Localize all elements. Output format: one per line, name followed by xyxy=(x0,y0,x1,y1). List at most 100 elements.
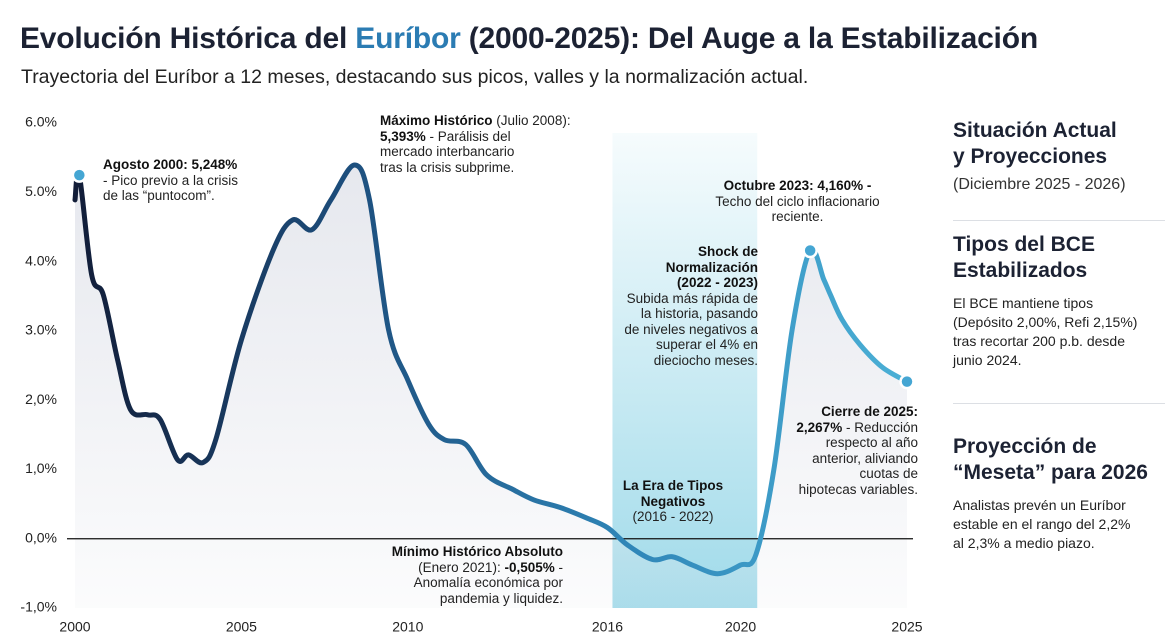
annotation-line: de las “puntocom”. xyxy=(103,188,238,204)
annotation-text: de niveles negativos a xyxy=(624,321,758,337)
annotation-text: Shock de xyxy=(697,244,758,259)
annotation-text: Máximo Histórico xyxy=(380,113,493,128)
panel-section-text-line: (Depósito 2,00%, Refi 2,15%) xyxy=(953,314,1138,330)
annotation: Shock de Normalización (2022 - 2023) Subida… xyxy=(624,244,758,368)
annotation-line: 5,393% - Parálisis del xyxy=(380,129,571,145)
annotation-text: La Era de Tipos xyxy=(622,478,724,493)
y-tick-label: 5.0% xyxy=(25,183,57,199)
annotation-line: Cierre de 2025: xyxy=(796,404,918,420)
shaded-span xyxy=(612,133,758,608)
annotation-line: Normalización xyxy=(624,260,758,276)
annotation-line: (Enero 2021): -0,505% - xyxy=(392,560,563,576)
title-part: Euríbor xyxy=(355,22,461,55)
annotation-line: Subida más rápida de xyxy=(624,291,758,307)
title-part: Evolución Histórica del xyxy=(20,22,356,55)
panel-heading: Situación Actual y Proyecciones xyxy=(953,118,1163,170)
y-tick-label: 2,0% xyxy=(25,391,57,407)
annotation-text: anterior, aliviando xyxy=(812,450,918,466)
chart: 6.0% 5.0% 4.0% 3.0% 2,0% 1,0% 0,0% -1,0%2000 200… xyxy=(20,114,922,635)
annotation-text: 5,393% xyxy=(380,128,426,144)
annotation-line: tras la crisis subprime. xyxy=(380,160,571,176)
chart-subtitle: Trayectoria del Euríbor a 12 meses, dest… xyxy=(21,66,809,88)
annotation-text: -0,505% xyxy=(504,559,555,575)
x-tick-label: 2005 xyxy=(226,619,257,635)
annotation-line: - Pico previo a la crisis xyxy=(103,173,238,189)
annotation-text: Cierre de 2025: xyxy=(821,404,918,419)
annotation-text: pandemia y liquidez. xyxy=(439,590,563,606)
panel-section-title: Tipos del BCE Estabilizados xyxy=(953,232,1165,284)
annotation-text: hipotecas variables. xyxy=(798,481,918,497)
panel-section: Tipos del BCE Estabilizados El BCE mantien… xyxy=(953,232,1165,370)
point-marker xyxy=(802,242,818,259)
side-panel: Situación Actual y Proyecciones (Diciembre… xyxy=(953,118,1163,551)
annotation-line: Shock de xyxy=(624,244,758,260)
annotation-text: (Enero 2021): xyxy=(418,559,505,575)
panel-section: Proyección de “Meseta” para 2026 Analistas… xyxy=(953,434,1165,553)
annotation: Octubre 2023: 4,160% - Techo del ciclo in… xyxy=(690,178,905,225)
annotation-text: Agosto 2000: 5,248% xyxy=(103,157,238,172)
panel-section-text-line: Analistas prevén un Euríbor xyxy=(953,497,1126,513)
annotation-text: - Pico previo a la crisis xyxy=(103,172,239,188)
annotation-text: Mínimo Histórico Absoluto xyxy=(391,544,563,559)
annotation-text: 2,267% xyxy=(796,419,843,435)
annotation-line: Octubre 2023: 4,160% - xyxy=(690,178,905,194)
panel-section-title-line: Proyección de xyxy=(953,435,1097,458)
annotation-line: Máximo Histórico (Julio 2008): xyxy=(380,113,571,129)
panel-heading-line: y Proyecciones xyxy=(953,145,1108,168)
panel-section-title-line: “Meseta” para 2026 xyxy=(953,461,1148,484)
annotation-line: La Era de Tipos xyxy=(598,478,748,494)
annotation-line: Anomalía económica por xyxy=(392,575,563,591)
x-tick-label: 2010 xyxy=(392,619,423,635)
annotation-line: mercado interbancario xyxy=(380,144,571,160)
annotation-text: cuotas de xyxy=(859,466,918,481)
annotation-line: de niveles negativos a xyxy=(624,322,758,338)
y-tick-label: 6.0% xyxy=(25,114,57,130)
annotation-line: 2,267% - Reducción xyxy=(796,420,918,436)
y-tick-label: 3.0% xyxy=(25,322,57,338)
panel-separator xyxy=(953,403,1165,404)
point-marker xyxy=(71,167,88,183)
x-tick-label: 2025 xyxy=(891,619,922,635)
panel-section-text-line: El BCE mantiene tipos xyxy=(953,295,1094,311)
annotation-line: anterior, aliviando xyxy=(796,451,918,467)
annotation-text: Subida más rápida de xyxy=(626,290,758,306)
chart-title: Evolución Histórica del Euríbor (2000-20… xyxy=(20,22,1038,56)
annotation-line: dieciocho meses. xyxy=(624,353,758,369)
annotation-line: superar el 4% en xyxy=(624,337,758,353)
annotation-line: cuotas de xyxy=(796,466,918,482)
annotation-text: - xyxy=(554,559,564,575)
annotation: Cierre de 2025: 2,267% - Reducción respect… xyxy=(796,404,918,497)
annotation: La Era de Tipos Negativos (2016 - 2022) xyxy=(598,478,748,525)
y-tick-label: 0,0% xyxy=(25,529,57,545)
annotation-text: Normalización xyxy=(665,259,758,275)
annotation-line: Techo del ciclo inflacionario xyxy=(690,194,905,210)
annotation-line: Mínimo Histórico Absoluto xyxy=(392,544,563,560)
y-tick-label: 4.0% xyxy=(25,252,57,268)
annotation: Mínimo Histórico Absoluto (Enero 2021): -… xyxy=(392,544,563,606)
area xyxy=(75,165,907,608)
panel-separator xyxy=(953,220,1165,221)
point-marker xyxy=(899,373,915,390)
line xyxy=(72,162,910,577)
x-tick-label: 2020 xyxy=(725,619,756,635)
annotation-text: tras la crisis subprime. xyxy=(380,159,515,175)
annotation: Máximo Histórico (Julio 2008): 5,393% - P… xyxy=(380,113,571,175)
annotation-line: Negativos xyxy=(598,494,748,510)
annotation-line: hipotecas variables. xyxy=(796,482,918,498)
annotation-text: (2016 - 2022) xyxy=(632,509,714,524)
panel-section-text: Analistas prevén un Euríbor estable en el… xyxy=(953,496,1165,553)
annotation-text: respecto al año xyxy=(825,435,918,450)
panel-section-text-line: estable en el rango del 2,2% xyxy=(953,516,1131,532)
annotation-line: pandemia y liquidez. xyxy=(392,591,563,607)
annotation-text: Anomalía económica por xyxy=(413,575,563,590)
x-tick-label: 2000 xyxy=(59,619,90,635)
annotation-text: superar el 4% en xyxy=(655,337,758,352)
annotation-text: reciente. xyxy=(771,209,824,224)
annotation-text: mercado interbancario xyxy=(380,144,515,159)
annotation-line: Agosto 2000: 5,248% xyxy=(103,157,238,173)
annotation-text: - Reducción xyxy=(842,419,918,435)
annotation-line: (2022 - 2023) xyxy=(624,275,758,291)
panel-section-text-line: tras recortar 200 p.b. desde xyxy=(953,333,1125,349)
x-tick-label: 2016 xyxy=(592,619,623,635)
annotation-line: reciente. xyxy=(690,209,905,225)
